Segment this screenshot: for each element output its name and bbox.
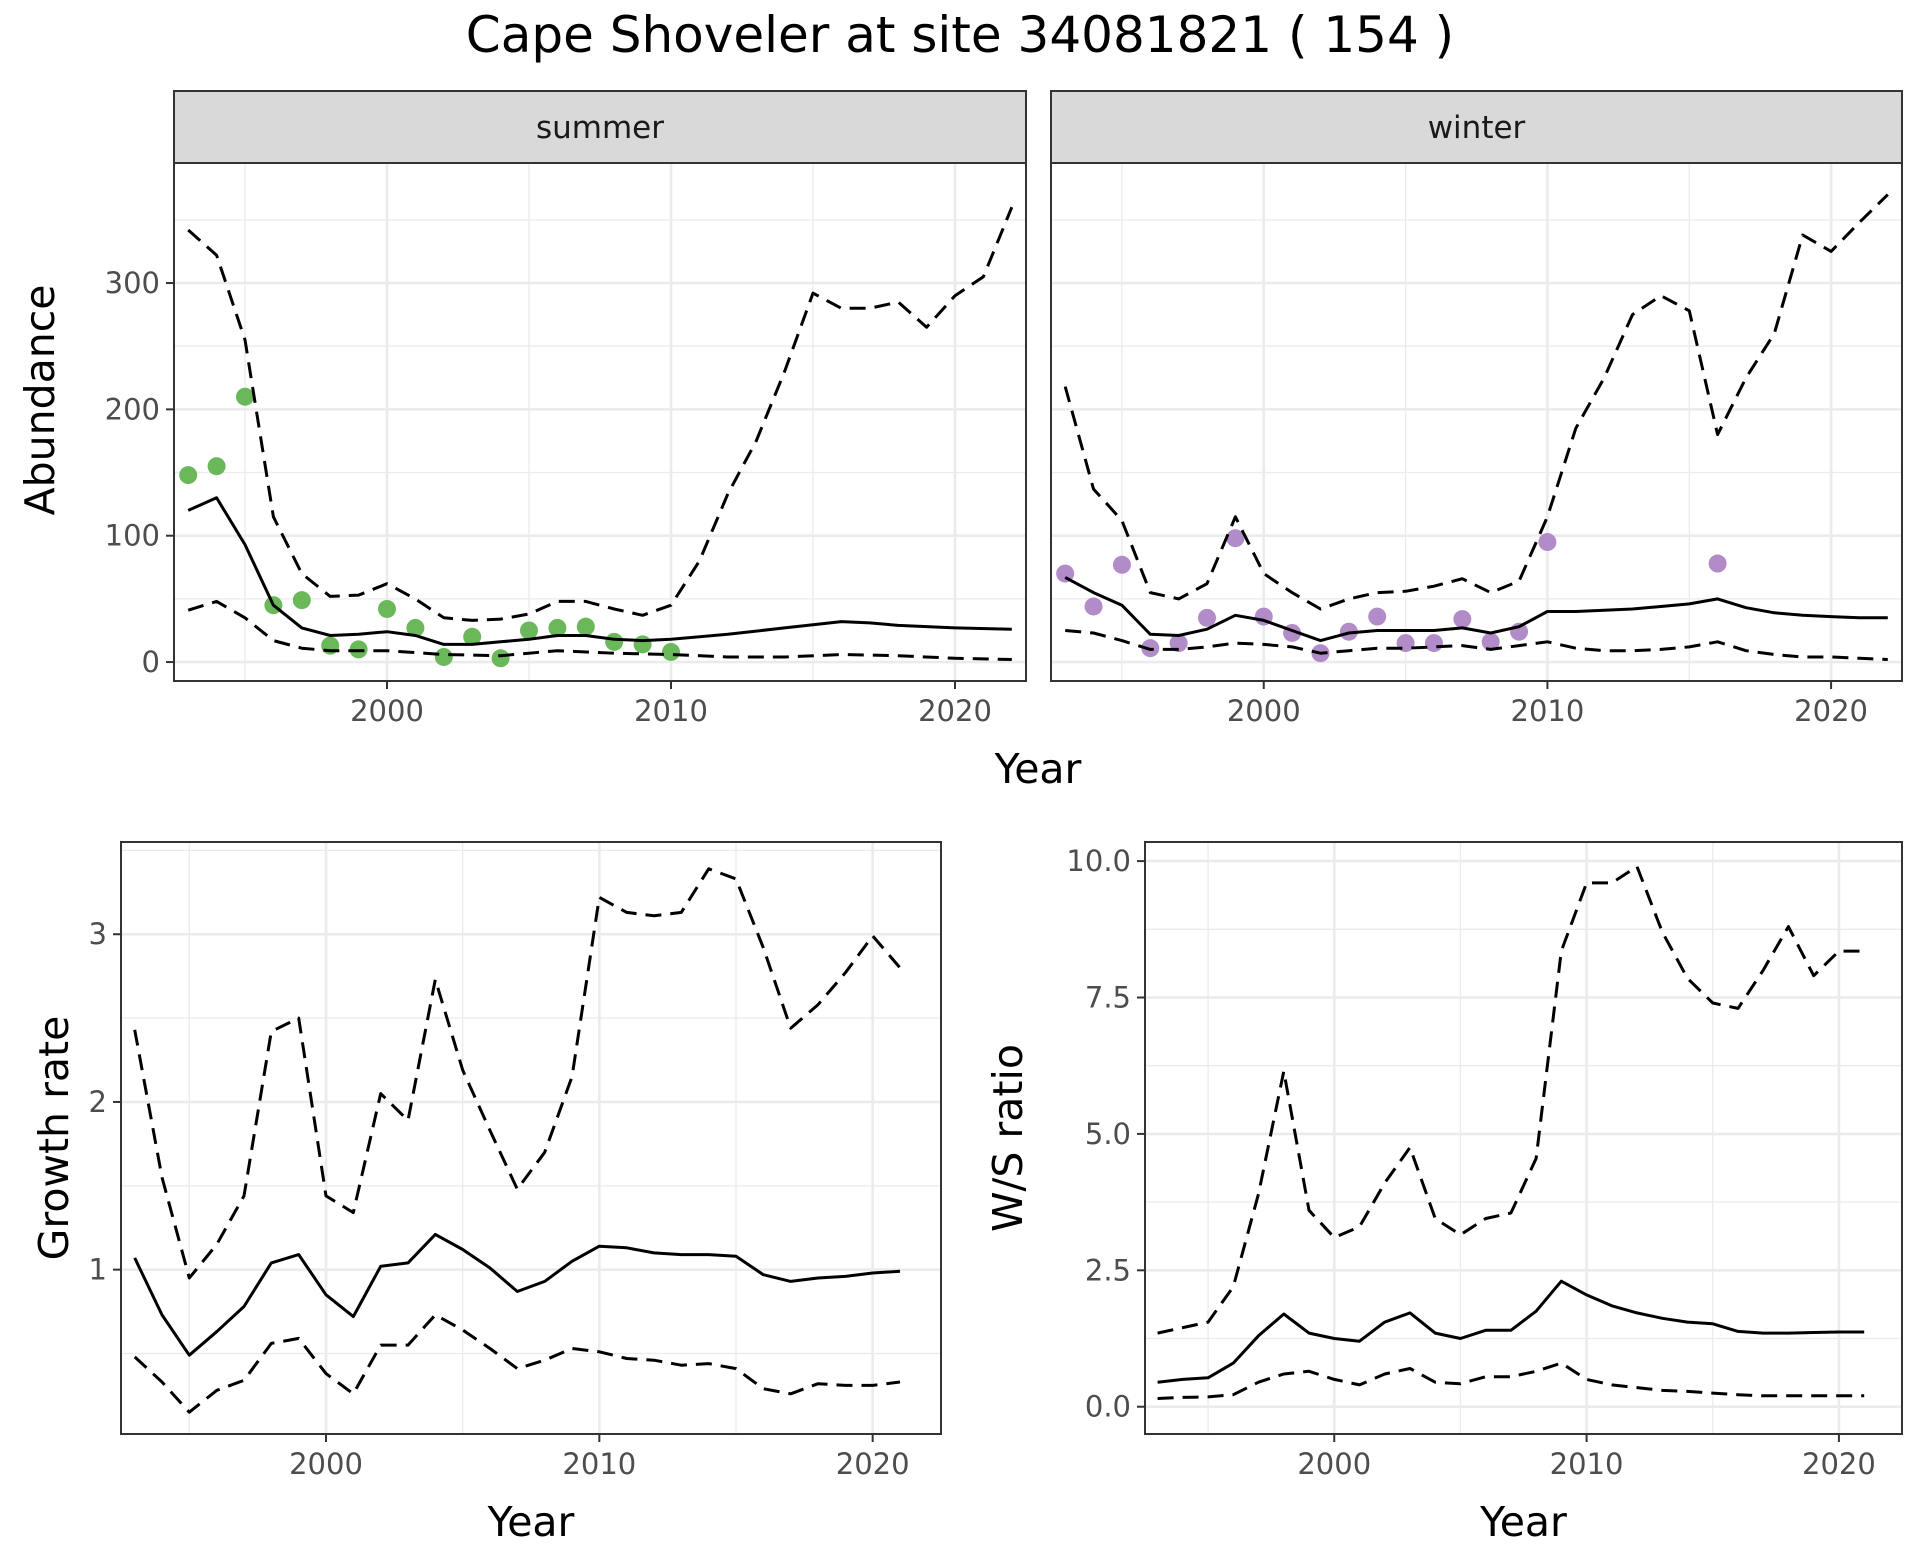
lower-line — [1065, 629, 1888, 661]
data-point — [1481, 632, 1500, 651]
x-tick-label: 2020 — [1794, 694, 1868, 728]
facet-label: winter — [1428, 110, 1526, 146]
y-tick-label: 7.5 — [1085, 981, 1131, 1015]
x-tick-label: 2010 — [1511, 694, 1585, 728]
facet-strip — [173, 90, 1027, 164]
data-point — [1084, 597, 1103, 616]
y-tick-label: 200 — [105, 392, 160, 426]
facet-strip — [1050, 90, 1903, 164]
facet-label: summer — [536, 110, 664, 146]
x-tick-label: 2010 — [1550, 1447, 1624, 1481]
data-point — [406, 618, 425, 637]
upper-line — [187, 206, 1014, 622]
x-tick-label: 2020 — [836, 1447, 910, 1481]
x-tick-label: 2000 — [1227, 694, 1301, 728]
y-tick-label: 100 — [105, 519, 160, 553]
data-point — [1538, 533, 1557, 552]
y-tick-label: 300 — [105, 266, 160, 300]
data-point — [1169, 634, 1188, 653]
data-point — [463, 627, 482, 646]
y-axis-label: Growth rate — [30, 1016, 78, 1261]
x-tick-label: 2000 — [350, 694, 424, 728]
data-point — [662, 642, 680, 661]
mean-line — [1157, 1279, 1865, 1384]
panel-border — [1050, 162, 1903, 682]
x-tick-label: 2000 — [289, 1447, 363, 1481]
data-point — [520, 621, 538, 640]
panel-border — [120, 841, 942, 1435]
data-point — [1453, 610, 1472, 629]
data-point — [378, 599, 396, 618]
x-axis-label: Year — [1479, 1498, 1567, 1546]
x-tick-label: 2020 — [1802, 1447, 1876, 1481]
y-tick-label: 5.0 — [1085, 1117, 1131, 1151]
data-point — [605, 632, 624, 651]
y-tick-label: 10.0 — [1066, 844, 1131, 878]
y-tick-label: 0.0 — [1085, 1390, 1131, 1424]
data-point — [207, 457, 226, 476]
y-axis-label: Abundance — [16, 285, 64, 516]
y-tick-label: 2 — [89, 1085, 107, 1119]
series-group — [1056, 193, 1889, 663]
series-group — [1157, 865, 1865, 1400]
figure-title: Cape Shoveler at site 34081821 ( 154 ) — [465, 6, 1455, 64]
data-point — [292, 591, 311, 610]
data-point — [1198, 608, 1217, 627]
upper-line — [1063, 193, 1889, 611]
data-point — [236, 387, 254, 406]
y-axis-label: W/S ratio — [984, 1044, 1032, 1232]
data-point — [1368, 607, 1387, 626]
data-point — [633, 635, 652, 654]
data-point — [179, 466, 198, 485]
y-tick-label: 3 — [89, 917, 107, 951]
data-point — [491, 649, 510, 668]
panel-border — [1144, 841, 1903, 1435]
data-point — [548, 618, 567, 637]
x-tick-label: 2020 — [918, 694, 992, 728]
y-tick-label: 2.5 — [1085, 1253, 1131, 1287]
upper-line — [1157, 865, 1865, 1335]
x-tick-label: 2010 — [562, 1447, 636, 1481]
series-group — [133, 867, 902, 1414]
y-tick-label: 0 — [142, 645, 160, 679]
mean-line — [187, 496, 1012, 646]
mean-line — [1064, 576, 1888, 643]
data-point — [1112, 555, 1131, 574]
x-axis-label: Year — [994, 745, 1082, 793]
data-point — [1424, 634, 1443, 653]
x-tick-label: 2010 — [634, 694, 708, 728]
mean-line — [133, 1232, 901, 1357]
data-point — [576, 617, 595, 636]
lower-line — [133, 1313, 901, 1414]
data-point — [1226, 529, 1245, 548]
lower-line — [187, 599, 1012, 661]
lower-line — [1157, 1361, 1865, 1400]
data-point — [434, 647, 453, 666]
series-group — [179, 206, 1014, 668]
upper-line — [133, 867, 902, 1280]
x-axis-label: Year — [487, 1498, 575, 1546]
x-tick-label: 2000 — [1297, 1447, 1371, 1481]
y-tick-label: 1 — [89, 1253, 107, 1287]
data-point — [1708, 554, 1727, 573]
